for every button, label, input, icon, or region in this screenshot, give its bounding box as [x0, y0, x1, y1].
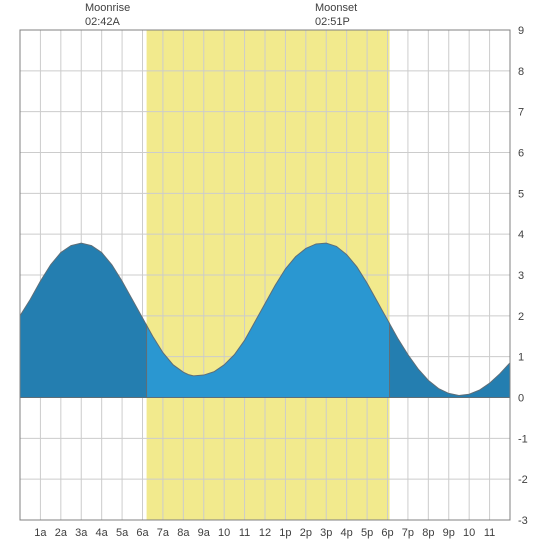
x-tick-label: 9a	[198, 527, 211, 539]
moonrise-title: Moonrise	[85, 2, 130, 14]
moonrise-time: 02:42A	[85, 16, 130, 30]
x-tick-label: 1a	[34, 527, 47, 539]
x-tick-label: 2p	[300, 527, 312, 539]
y-tick-label: 3	[518, 270, 524, 282]
x-tick-label: 11	[484, 527, 495, 539]
x-tick-label: 6a	[136, 527, 149, 539]
x-tick-label: 12	[259, 527, 271, 539]
moonset-time: 02:51P	[315, 16, 357, 30]
y-tick-label: 2	[518, 311, 524, 323]
x-tick-label: 10	[218, 527, 230, 539]
x-tick-label: 9p	[443, 527, 455, 539]
y-tick-label: 4	[518, 229, 524, 241]
x-tick-label: 7p	[402, 527, 414, 539]
y-tick-label: 6	[518, 148, 524, 160]
moonset-title: Moonset	[315, 2, 357, 14]
moonrise-label: Moonrise 02:42A	[85, 2, 130, 30]
chart-svg: -3-2-101234567891a2a3a4a5a6a7a8a9a101112…	[0, 0, 550, 550]
x-tick-label: 11	[239, 527, 250, 539]
tide-chart: Moonrise 02:42A Moonset 02:51P -3-2-1012…	[0, 0, 550, 550]
y-tick-label: 8	[518, 66, 524, 78]
x-tick-label: 5p	[361, 527, 373, 539]
x-tick-label: 10	[463, 527, 475, 539]
x-tick-label: 1p	[279, 527, 291, 539]
y-tick-label: -1	[518, 433, 528, 445]
x-tick-label: 8a	[177, 527, 190, 539]
x-tick-label: 7a	[157, 527, 170, 539]
x-tick-label: 6p	[381, 527, 393, 539]
x-tick-label: 5a	[116, 527, 129, 539]
x-tick-label: 4p	[341, 527, 353, 539]
x-tick-label: 4a	[96, 527, 109, 539]
y-tick-label: -2	[518, 474, 528, 486]
moonset-label: Moonset 02:51P	[315, 2, 357, 30]
y-tick-label: 7	[518, 107, 524, 119]
y-tick-label: 9	[518, 25, 524, 37]
x-tick-label: 3a	[75, 527, 88, 539]
x-tick-label: 3p	[320, 527, 332, 539]
y-tick-label: 0	[518, 393, 524, 405]
x-tick-label: 2a	[55, 527, 68, 539]
y-tick-label: 5	[518, 188, 524, 200]
x-tick-label: 8p	[422, 527, 434, 539]
y-tick-label: 1	[518, 352, 524, 364]
y-tick-label: -3	[518, 515, 528, 527]
